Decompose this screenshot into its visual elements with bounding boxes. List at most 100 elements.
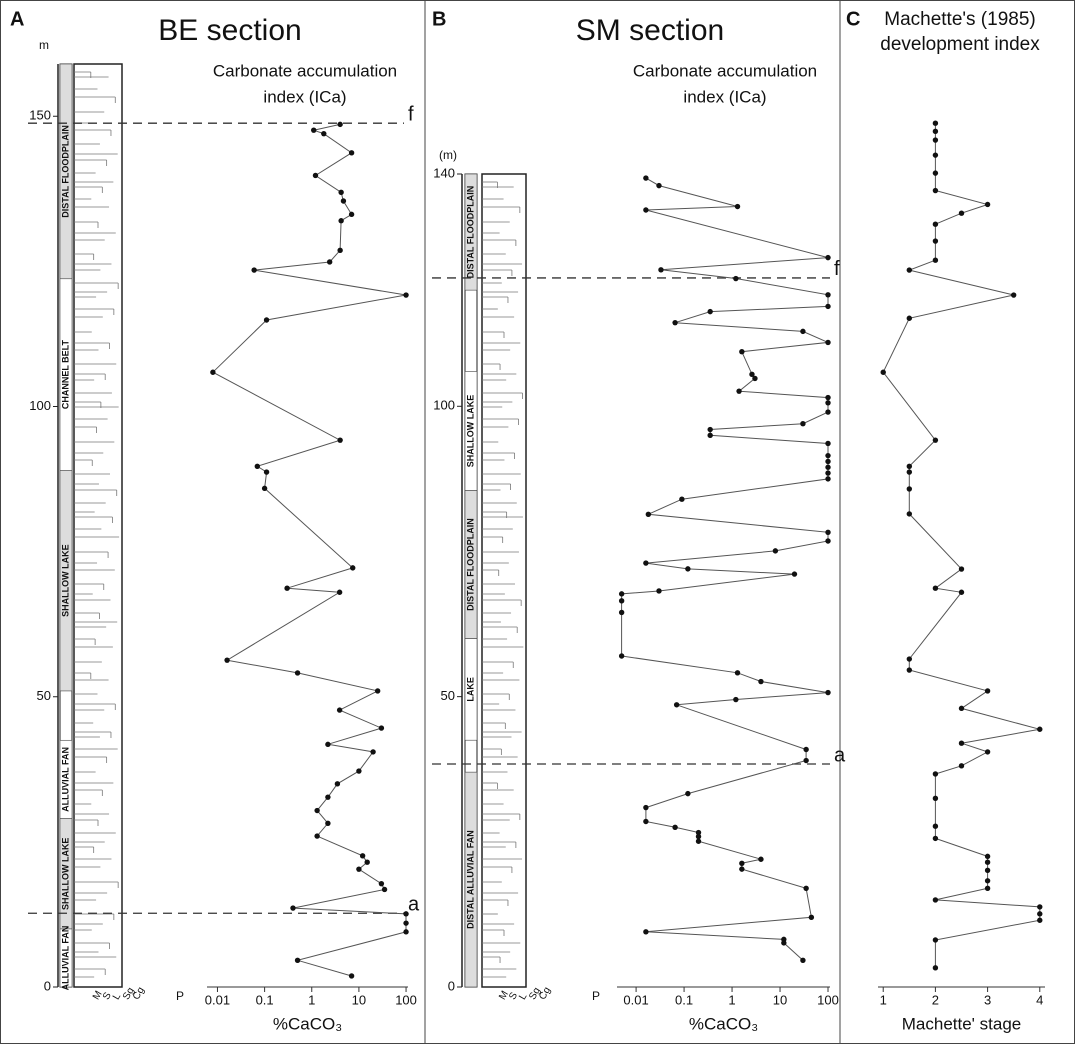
x-tick-label: 3 [984,992,991,1007]
grain-size-label: S [507,990,520,1002]
data-point [932,835,939,842]
data-point [984,688,991,694]
data-point [336,707,343,713]
data-point [932,257,939,263]
data-point [758,678,764,685]
data-point [673,702,680,708]
y-tick-label: 140 [433,165,455,180]
data-point [880,369,886,375]
y-unit: (m) [439,148,457,162]
x-axis-label: %CaCO₃ [273,1014,342,1033]
chart-title: BE section [158,14,301,47]
chart-subtitle: Carbonate accumulation [633,61,817,80]
facies-band [464,771,478,988]
data-point [825,339,831,346]
data-point [739,348,745,355]
data-point [781,940,787,946]
data-point [733,696,739,703]
data-point [906,656,913,662]
facies-label: SHALLOW LAKE [60,838,70,911]
data-point [800,421,806,427]
data-point [359,853,366,859]
data-point [906,463,913,469]
facies-label: LAKE [465,677,475,702]
data-point [803,885,809,891]
data-point [284,585,290,591]
data-point [294,957,301,963]
data-point [932,152,939,158]
panel-letter: B [432,8,446,30]
data-point [325,741,331,748]
data-point [800,957,806,963]
data-point [672,319,678,326]
marker-label: f [834,258,840,280]
grain-size-label: L [517,991,530,1002]
data-point [932,823,939,829]
data-point [374,688,381,694]
data-point [906,667,913,673]
p-label: P [592,989,600,1003]
data-point [932,137,939,143]
data-point [791,571,798,577]
data-point [734,670,741,676]
data-point [348,973,355,979]
data-point [984,201,991,208]
marker-label: a [834,744,846,766]
y-tick-label: 0 [44,978,51,993]
data-point [808,914,815,921]
grain-size-label: L [111,991,124,1002]
data-point [348,150,355,156]
y-tick-label: 100 [433,398,455,413]
data-point [932,437,939,443]
data-point [906,511,913,517]
data-point [337,247,343,254]
y-tick-label: 150 [29,108,51,123]
data-point [932,771,939,777]
facies-band [59,928,73,988]
data-point [381,886,388,893]
data-point [906,267,913,273]
x-tick-label: 1 [880,992,887,1007]
data-point [932,238,939,244]
data-point [311,127,317,133]
data-point [758,856,764,862]
p-label: P [176,989,184,1003]
data-point [695,833,702,840]
data-point [378,725,385,731]
data-point [254,463,261,469]
data-point [1037,917,1043,923]
data-point [932,585,939,591]
data-point [733,275,739,282]
data-point [356,866,362,872]
data-point [643,560,649,566]
facies-band [59,470,73,692]
data-point [618,591,625,597]
data-point [325,794,331,800]
data-point [294,670,301,676]
data-point [707,432,713,439]
data-point [958,763,965,769]
data-point [685,790,691,797]
data-line [882,123,1041,968]
x-tick-label: 2 [932,992,939,1007]
data-point [261,485,268,492]
data-point [618,653,625,659]
data-point [984,749,991,755]
data-point [958,589,965,595]
y-tick-label: 50 [441,688,455,703]
data-point [932,120,939,126]
data-point [321,130,327,137]
data-point [210,369,216,375]
data-point [803,757,809,764]
data-point [326,259,333,265]
data-point [825,689,831,696]
data-point [825,292,831,298]
x-tick-label: 0.1 [675,992,693,1007]
data-point [734,203,741,210]
data-point [337,437,343,443]
data-point [800,328,806,335]
data-point [340,198,347,204]
data-point [312,172,319,179]
data-point [695,829,702,836]
